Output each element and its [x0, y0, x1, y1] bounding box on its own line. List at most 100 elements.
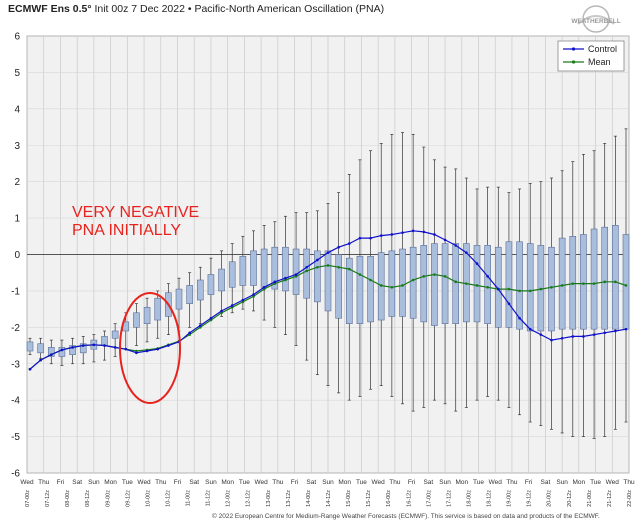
x-date-label: 17-12z — [446, 490, 452, 507]
ensemble-box — [356, 159, 364, 397]
ensemble-box — [516, 188, 523, 416]
box-iqr — [228, 261, 236, 288]
box-iqr — [494, 246, 502, 328]
annotation-text: VERY NEGATIVE PNA INITIALLY — [72, 204, 199, 240]
mean-point — [433, 273, 436, 276]
ensemble-box — [37, 337, 44, 359]
x-day-label: Thu — [155, 479, 167, 486]
x-day-label: Mon — [573, 479, 586, 486]
ensemble-box — [473, 188, 481, 401]
control-point — [379, 234, 383, 237]
ensemble-box — [303, 212, 311, 361]
ensemble-box — [69, 337, 76, 365]
control-point — [28, 367, 32, 371]
mean-point — [198, 326, 202, 329]
control-point — [241, 298, 245, 302]
control-point — [369, 236, 372, 240]
ensemble-box — [271, 221, 279, 328]
mean-point — [337, 265, 340, 269]
ensemble-box — [218, 250, 225, 317]
y-tick-label: 4 — [14, 104, 20, 115]
control-point — [411, 229, 415, 233]
ensemble-box — [314, 210, 321, 376]
control-point — [401, 231, 404, 234]
box-iqr — [133, 312, 140, 328]
ensemble-box — [154, 290, 162, 339]
ensemble-box — [175, 277, 183, 332]
control-point — [603, 331, 607, 335]
box-iqr — [516, 241, 523, 330]
control-point — [60, 348, 64, 352]
box-iqr — [409, 246, 417, 319]
mean-point — [379, 284, 383, 287]
control-point — [124, 347, 128, 351]
y-axis-ticks: -6 -5 -4 -3 -2 -1 0 1 2 3 4 5 6 — [11, 32, 20, 480]
y-tick-label: 0 — [14, 250, 20, 261]
control-point — [145, 349, 149, 353]
x-day-label: Mon — [104, 479, 117, 486]
x-date-label: 09-00z — [105, 490, 111, 507]
ensemble-box — [47, 339, 55, 365]
ensemble-boxes — [26, 128, 630, 439]
control-point — [347, 242, 351, 245]
x-day-label: Tue — [356, 479, 367, 486]
box-iqr — [282, 246, 289, 292]
x-day-label: Wed — [254, 479, 268, 486]
box-iqr — [143, 307, 151, 324]
x-date-label: 08-00z — [65, 490, 71, 507]
y-tick-label: -2 — [11, 323, 20, 334]
y-tick-label: -6 — [11, 469, 20, 480]
mean-point — [241, 300, 245, 304]
chart-title-model: ECMWF Ens 0.5° — [8, 3, 92, 15]
x-day-label: Fri — [57, 479, 65, 486]
legend-box — [557, 40, 625, 72]
control-point — [550, 338, 553, 342]
x-day-label: Fri — [291, 479, 299, 486]
mean-point — [528, 289, 532, 293]
x-date-label: 21-12z — [607, 490, 613, 507]
x-day-label: Sat — [72, 479, 82, 486]
y-tick-label: -5 — [11, 432, 20, 443]
control-point — [624, 327, 628, 331]
ensemble-box — [431, 159, 438, 401]
x-date-label: 21-00z — [587, 490, 593, 507]
box-iqr — [207, 274, 215, 295]
mean-point — [624, 284, 628, 287]
x-day-label: Thu — [38, 479, 50, 486]
control-point — [188, 331, 191, 335]
x-day-label: Thu — [389, 479, 401, 486]
mean-point — [465, 282, 468, 285]
ensemble-box — [409, 133, 417, 412]
box-iqr — [47, 347, 55, 357]
control-point — [167, 344, 170, 347]
legend: Control Mean — [557, 40, 625, 72]
x-date-label: 07-12z — [45, 490, 51, 507]
control-point — [390, 233, 394, 236]
control-point — [539, 333, 543, 336]
control-point — [528, 327, 532, 331]
control-point — [273, 280, 277, 284]
x-date-label: 18-12z — [487, 490, 493, 507]
x-day-label: Wed — [137, 479, 151, 486]
x-date-label: 09-12z — [125, 490, 131, 507]
ensemble-box — [345, 174, 353, 401]
control-point — [486, 275, 489, 278]
box-iqr — [324, 250, 332, 312]
legend-control-label: Control — [588, 44, 617, 54]
x-day-label: Tue — [473, 479, 484, 486]
x-date-label: 19-12z — [527, 490, 533, 507]
chart-title: ECMWF Ens 0.5° Init 00z 7 Dec 2022 • Pac… — [8, 3, 384, 15]
mean-point — [294, 275, 298, 278]
box-iqr — [580, 234, 587, 330]
control-point — [230, 304, 234, 307]
control-point — [103, 344, 106, 347]
y-tick-label: -4 — [11, 396, 20, 407]
mean-point — [230, 306, 234, 309]
x-date-label: 16-12z — [406, 490, 412, 507]
ensemble-box — [590, 150, 598, 439]
x-date-label: 19-00z — [507, 490, 513, 507]
control-point — [358, 236, 362, 240]
box-iqr — [335, 254, 342, 319]
mean-point — [326, 264, 330, 267]
